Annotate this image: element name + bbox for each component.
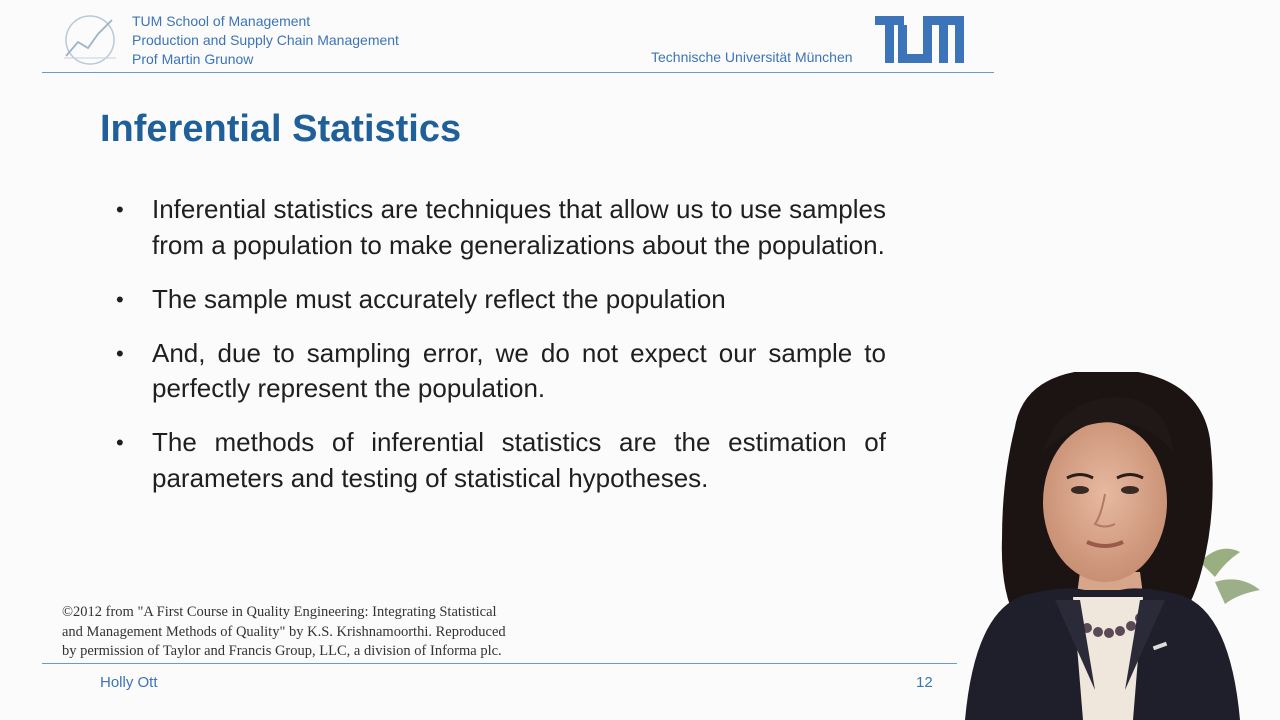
presenter-name: Holly Ott — [100, 674, 158, 691]
bullet-dot-icon: • — [116, 430, 124, 455]
bullet-text: And, due to sampling error, we do not ex… — [152, 337, 886, 404]
page-number: 12 — [916, 674, 933, 691]
institution-block: TUM School of Management Production and … — [132, 12, 399, 69]
bullet-text: The methods of inferential statistics ar… — [152, 427, 886, 493]
presenter-video-image — [965, 372, 1260, 720]
bullet-list: • Inferential statistics are techniques … — [112, 192, 886, 515]
bullet-dot-icon: • — [116, 286, 124, 312]
bullet-item: • And, due to sampling error, we do not … — [112, 336, 886, 407]
university-name: Technische Universität München — [651, 49, 853, 65]
institution-line: Production and Supply Chain Management — [132, 32, 399, 48]
credit-line: ©2012 from "A First Course in Quality En… — [62, 604, 497, 620]
bullet-text: Inferential statistics are techniques th… — [152, 194, 886, 260]
slide-header: TUM School of Management Production and … — [0, 0, 1000, 75]
chair-logo-icon — [64, 15, 116, 65]
credit-line: and Management Methods of Quality" by K.… — [62, 623, 506, 640]
bullet-text: The sample must accurately reflect the p… — [152, 283, 726, 314]
footer-divider — [42, 663, 957, 664]
institution-line: Prof Martin Grunow — [132, 51, 254, 67]
bullet-item: • The methods of inferential statistics … — [112, 425, 886, 496]
copyright-credit: ©2012 from "A First Course in Quality En… — [62, 603, 506, 662]
bullet-item: • The sample must accurately reflect the… — [112, 282, 886, 318]
slide-title: Inferential Statistics — [100, 108, 462, 150]
tum-logo-icon — [875, 16, 964, 63]
bullet-dot-icon: • — [116, 340, 124, 366]
header-divider — [42, 72, 994, 73]
bullet-dot-icon: • — [116, 197, 124, 222]
institution-line: TUM School of Management — [132, 13, 311, 29]
bullet-item: • Inferential statistics are techniques … — [112, 192, 886, 263]
credit-line: by permission of Taylor and Francis Grou… — [62, 643, 502, 659]
